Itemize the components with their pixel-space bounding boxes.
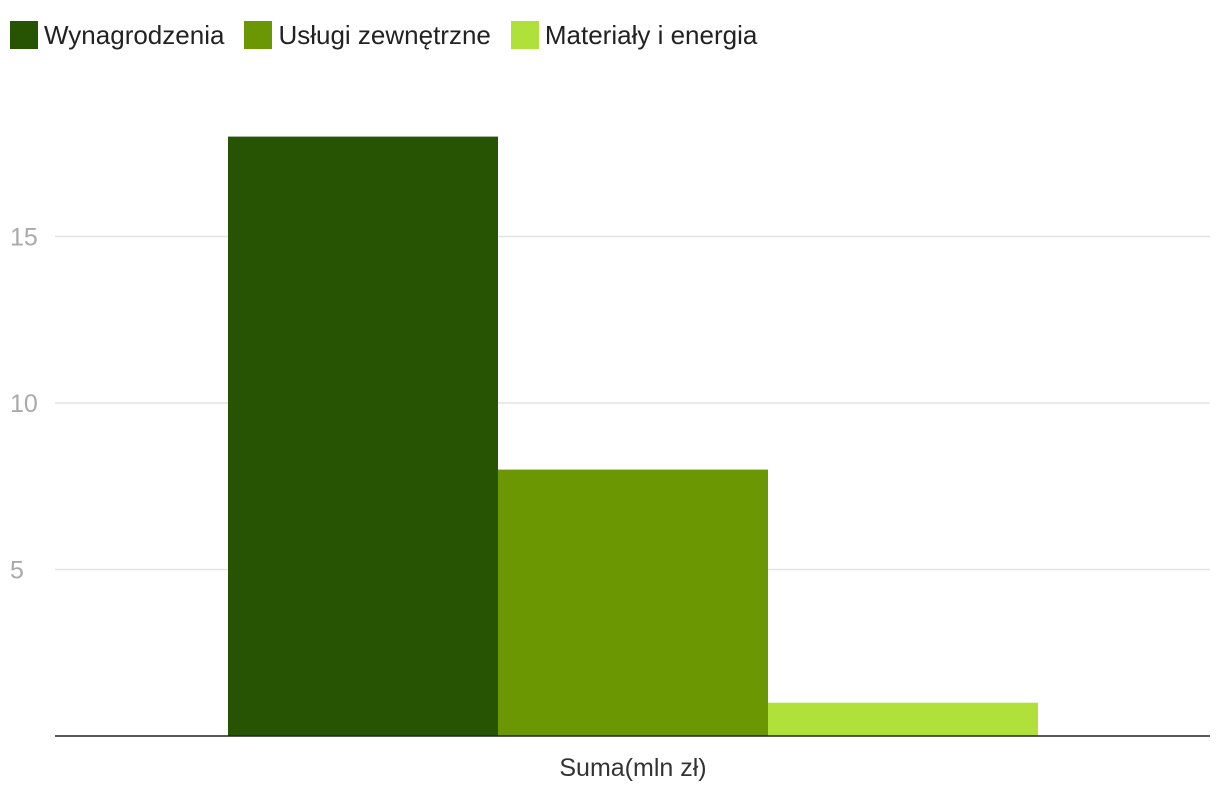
legend-item-materialy-i-energia: Materiały i energia — [510, 19, 758, 51]
bars — [228, 136, 1038, 737]
legend-swatch — [10, 21, 38, 49]
y-tick-label: 15 — [10, 224, 38, 252]
legend-label: Wynagrodzenia — [44, 19, 225, 50]
x-category-label: Suma(mln zł) — [559, 754, 706, 782]
legend-label: Usługi zewnętrzne — [278, 19, 491, 50]
bar-0 — [228, 136, 498, 737]
legend-label: Materiały i energia — [544, 19, 758, 50]
y-tick-label: 5 — [10, 557, 24, 585]
legend-item-uslugi-zewnetrzne: Usługi zewnętrzne — [244, 19, 491, 51]
bar-2 — [768, 702, 1038, 736]
legend-swatch — [244, 21, 273, 49]
bar-1 — [498, 469, 768, 736]
legend: Wynagrodzenia Usługi zewnętrzne Materiał… — [10, 18, 777, 52]
y-tick-label: 10 — [10, 390, 38, 418]
legend-item-wynagrodzenia: Wynagrodzenia — [10, 20, 224, 51]
legend-swatch — [510, 21, 539, 49]
y-axis-ticks: 5 10 15 — [10, 224, 38, 585]
